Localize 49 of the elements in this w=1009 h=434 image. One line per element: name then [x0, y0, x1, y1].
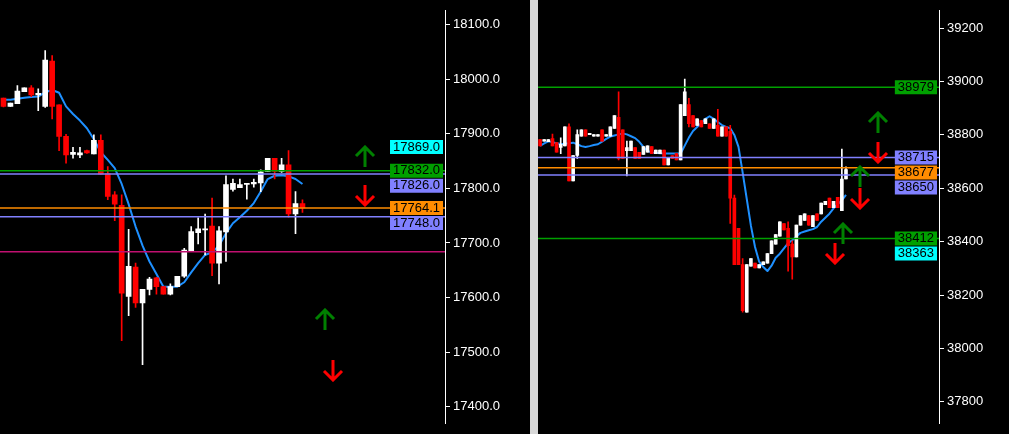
y-tick-label: 38600 [947, 179, 984, 195]
candlestick [753, 262, 757, 269]
y-tick-label: 39200 [947, 19, 984, 35]
candlestick [757, 264, 761, 269]
y-tick-label: 38800 [947, 126, 984, 142]
candlestick [711, 118, 716, 129]
y-tick-label: 18000.0 [453, 70, 500, 86]
ref-line-label: 38715 [897, 149, 934, 165]
candlestick [591, 134, 596, 137]
candlestick [587, 132, 592, 135]
ref-line-label: 17832.0 [393, 162, 440, 178]
candlestick [666, 158, 671, 166]
y-tick-label: 17500.0 [453, 343, 500, 359]
candlestick [699, 120, 704, 128]
y-tick-label: 17900.0 [453, 125, 500, 141]
ref-line-label: 17748.0 [393, 214, 440, 230]
y-tick-label: 17800.0 [453, 179, 500, 195]
y-tick-label: 37800 [947, 393, 984, 409]
ref-line-label: 38412 [897, 230, 934, 246]
ref-line-label: 38650 [897, 179, 934, 195]
y-tick-label: 38400 [947, 233, 984, 249]
candlestick [596, 134, 600, 137]
y-tick-label: 18100.0 [453, 16, 500, 32]
candlestick [538, 139, 542, 147]
candlestick [835, 197, 840, 209]
candlestick [649, 146, 654, 154]
candlestick [542, 139, 547, 142]
candlestick [720, 126, 724, 137]
candlestick [633, 147, 637, 159]
ref-line-label: 17826.0 [393, 177, 440, 193]
annotation: 17869.0 [393, 138, 440, 154]
y-tick-label: 17400.0 [453, 398, 500, 414]
y-tick-label: 17700.0 [453, 234, 500, 250]
y-tick-label: 38200 [947, 286, 984, 302]
y-tick-label: 17600.0 [453, 289, 500, 305]
ref-line-label: 38677 [897, 164, 934, 180]
candlestick [695, 118, 699, 126]
candlestick [811, 215, 815, 228]
ref-line-label: 38979 [897, 78, 934, 94]
y-tick-label: 39000 [947, 73, 984, 89]
ref-line-label: 17764.1 [393, 199, 440, 215]
candlestick [658, 149, 662, 154]
candlestick [600, 129, 604, 142]
candlestick [806, 215, 811, 226]
annotation: 38363 [897, 245, 934, 261]
candlestick [819, 202, 824, 215]
candlestick [653, 149, 658, 154]
candlestick [815, 213, 819, 221]
y-tick-label: 38000 [947, 340, 984, 356]
